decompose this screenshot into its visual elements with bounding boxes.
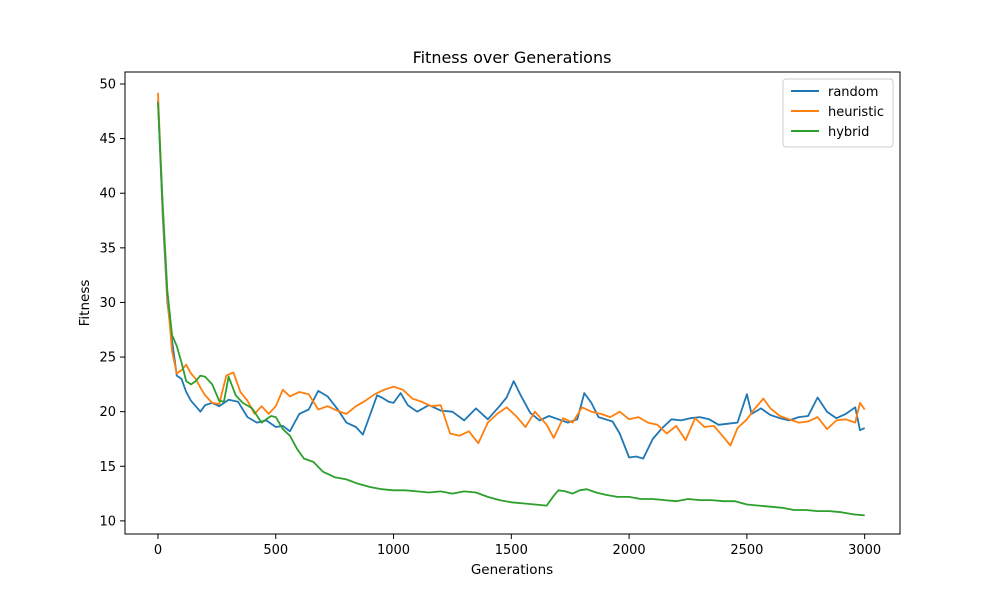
legend: random heuristic hybrid xyxy=(782,78,894,148)
x-axis-label: Generations xyxy=(471,562,553,578)
x-tick-label: 1500 xyxy=(495,543,528,558)
legend-label-random: random xyxy=(828,85,878,100)
y-tick-label: 35 xyxy=(99,241,116,256)
series-line-random xyxy=(157,100,866,460)
y-tick-label: 50 xyxy=(99,78,116,93)
series-line-heuristic xyxy=(157,92,866,447)
x-tick-label: 0 xyxy=(154,543,162,558)
series-layer xyxy=(157,92,866,517)
y-tick-label: 45 xyxy=(99,132,116,147)
x-axis: 0 500 1000 1500 2000 2500 3000 xyxy=(154,534,881,558)
x-tick-label: 1000 xyxy=(377,543,410,558)
series-line-hybrid xyxy=(157,102,865,517)
y-tick-label: 10 xyxy=(99,514,116,529)
plot-frame xyxy=(124,71,901,535)
legend-label-hybrid: hybrid xyxy=(828,125,869,140)
y-axis: 10 15 20 25 30 35 40 45 50 xyxy=(99,78,125,529)
y-tick-label: 30 xyxy=(99,296,116,311)
y-tick-label: 15 xyxy=(99,460,116,475)
x-tick-label: 2000 xyxy=(613,543,646,558)
legend-label-heuristic: heuristic xyxy=(828,105,884,120)
y-axis-label: Fitness xyxy=(77,280,93,327)
y-tick-label: 25 xyxy=(99,351,116,366)
x-tick-label: 2500 xyxy=(730,543,763,558)
y-tick-label: 20 xyxy=(99,405,116,420)
y-tick-label: 40 xyxy=(99,187,116,202)
x-tick-label: 500 xyxy=(263,543,288,558)
x-tick-label: 3000 xyxy=(848,543,881,558)
chart-title: Fitness over Generations xyxy=(413,48,612,67)
